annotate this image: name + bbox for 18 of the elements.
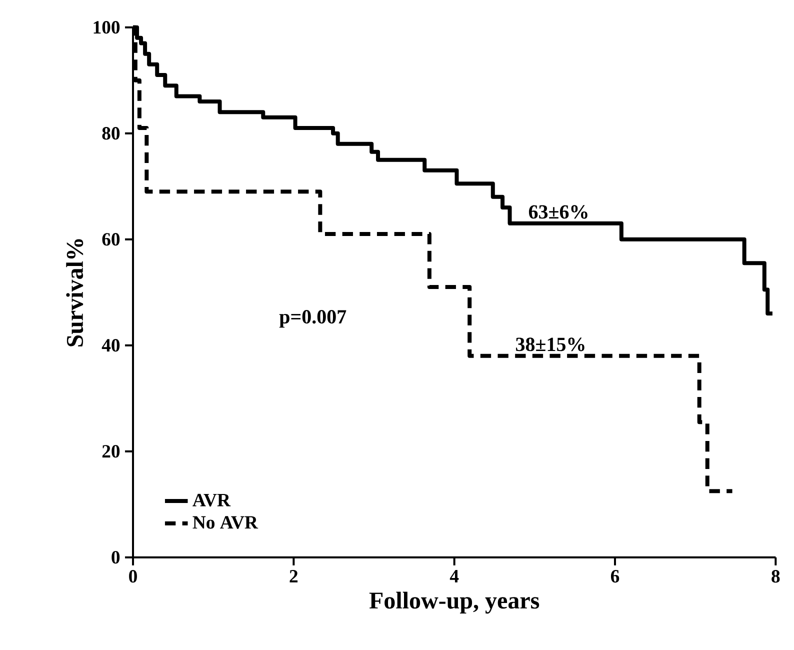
annotation: p=0.007 xyxy=(279,310,346,328)
y-tick-label: 60 xyxy=(102,233,120,246)
x-tick-label: 0 xyxy=(129,570,137,583)
y-tick-label: 20 xyxy=(102,445,120,458)
legend-label: No AVR xyxy=(192,516,258,529)
x-tick-label: 2 xyxy=(290,570,298,582)
x-tick-label: 4 xyxy=(450,570,459,582)
y-tick-label: 80 xyxy=(102,127,120,140)
x-tick-label: 6 xyxy=(610,570,620,583)
y-tick-label: 100 xyxy=(94,21,120,34)
x-axis-title: Follow-up, years xyxy=(369,592,540,614)
y-axis-title: Survival% xyxy=(66,239,84,346)
y-tick-label: 40 xyxy=(102,339,120,352)
x-tick-label: 8 xyxy=(772,570,780,583)
annotation: 38±15% xyxy=(516,338,584,352)
y-tick-label: 0 xyxy=(112,551,120,564)
legend-label: AVR xyxy=(192,494,231,506)
annotation: 63±6% xyxy=(528,205,588,219)
